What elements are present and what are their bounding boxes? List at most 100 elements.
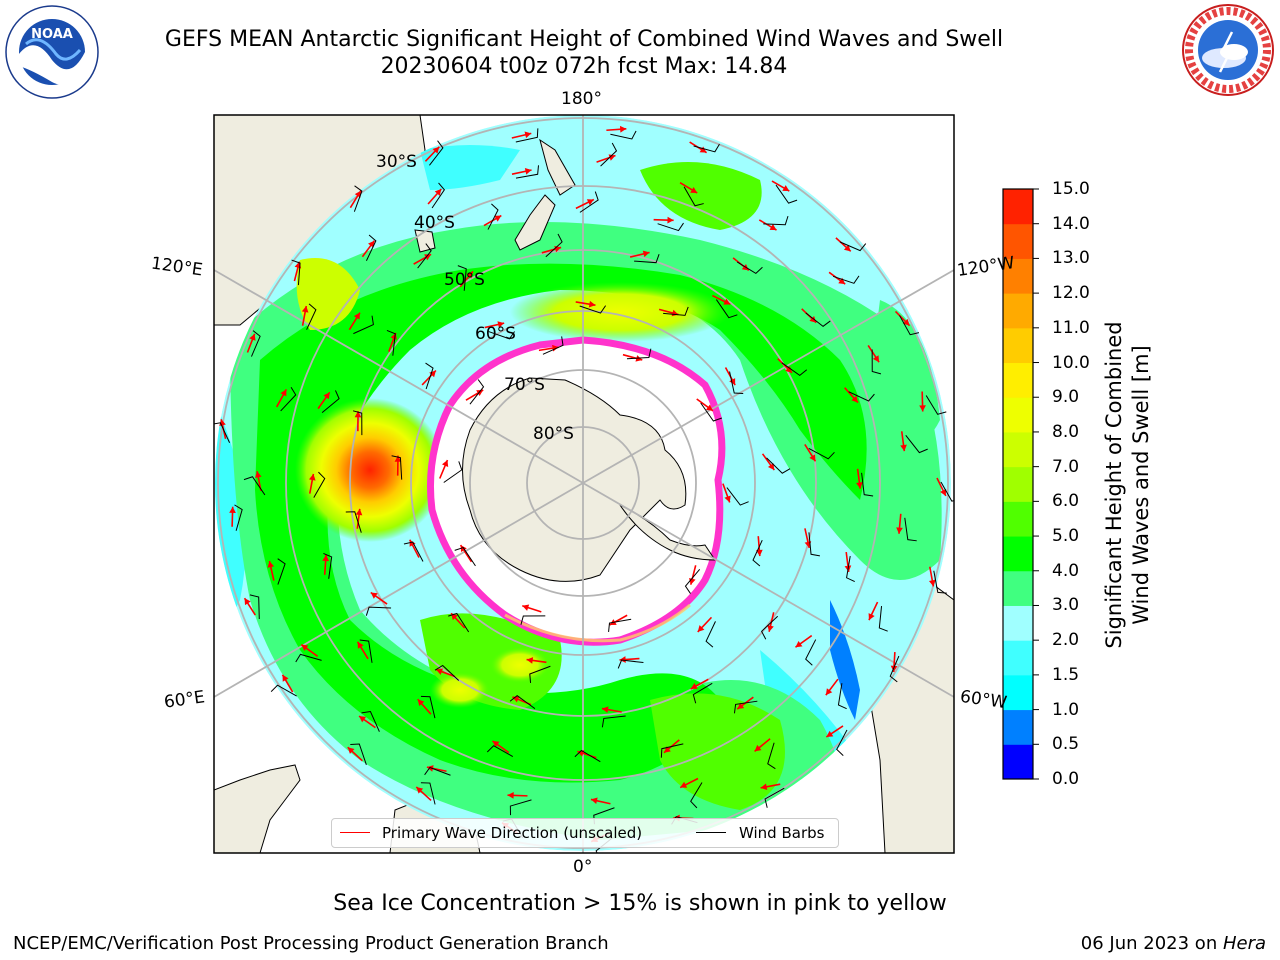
colorbar-segment [1003, 223, 1033, 259]
wind-barbs [214, 128, 954, 853]
sea-ice-note: Sea Ice Concentration > 15% is shown in … [333, 891, 947, 916]
wave-direction-arrowhead [642, 250, 650, 258]
wind-barb [663, 306, 689, 316]
wave-direction-arrowhead [394, 455, 402, 462]
wave-direction-arrowhead [249, 333, 256, 341]
colorbar-segment [1003, 327, 1033, 364]
wind-barb [617, 659, 644, 669]
wave-direction-arrowhead [280, 389, 287, 397]
wave-direction-arrowhead [667, 216, 674, 224]
wind-barb [764, 787, 785, 808]
map-border [213, 114, 955, 854]
wave-direction-arrowhead [301, 306, 309, 313]
wave-direction-arrowhead [825, 688, 833, 696]
wind-barb [350, 743, 367, 765]
wave-direction-arrowhead [417, 699, 425, 707]
colorbar-tick-label: 8.0 [1052, 421, 1080, 442]
wave-direction-arrowhead [322, 554, 330, 562]
nws-logo-icon [1182, 4, 1274, 96]
lon-label-0: 0° [573, 857, 593, 877]
wind-barb [295, 653, 322, 663]
wind-barb [509, 799, 532, 816]
wave-direction-arrowhead [663, 746, 671, 753]
colorbar-tick-label: 12.0 [1052, 283, 1090, 304]
wind-barb [690, 782, 703, 809]
colorbar-segment [1003, 605, 1033, 641]
wind-barb [425, 362, 434, 390]
wind-barb [839, 241, 867, 252]
wind-barb [321, 390, 340, 414]
wind-barb [359, 639, 373, 663]
wind-barb [270, 684, 297, 697]
lon-label-180: 180° [561, 89, 602, 109]
wave-direction-arrowhead [282, 674, 289, 682]
wind-barb [249, 594, 260, 620]
wind-barb [487, 203, 499, 230]
wave-direction-arrowhead [354, 190, 361, 198]
colorbar-tick-label: 5.0 [1052, 526, 1080, 547]
wind-barb [313, 471, 326, 498]
wind-barb [760, 615, 779, 640]
wind-barb [431, 182, 446, 209]
wave-direction-swatch-icon [340, 832, 370, 833]
wind-barb [634, 254, 660, 264]
wave-direction-arrowhead [754, 744, 762, 752]
wave-direction-arrowhead [919, 405, 926, 412]
wind-barb [429, 140, 444, 166]
wind-barb [684, 569, 701, 594]
wave-direction-arrowhead [795, 640, 803, 648]
new-zealand-landmass [514, 138, 576, 251]
wave-direction-arrows [219, 125, 947, 843]
colorbar-tick-label: 2.0 [1052, 630, 1080, 651]
wave-direction-arrowhead [890, 665, 898, 672]
colorbar-tick-label: 9.0 [1052, 387, 1080, 408]
colorbar-segment [1003, 466, 1033, 502]
antarctica-landmass [462, 377, 687, 582]
wave-direction-arrowhead [737, 702, 745, 710]
wave-direction-arrowhead [347, 747, 355, 754]
wave-direction-arrowhead [690, 186, 698, 193]
wave-direction-arrowhead [601, 706, 609, 713]
wind-barb [306, 303, 317, 330]
wave-direction-arrowhead [426, 765, 434, 772]
wind-barb [905, 434, 928, 454]
colorbar-segment [1003, 744, 1033, 780]
wind-barb [808, 532, 820, 557]
colorbar-tick-label: 15.0 [1052, 179, 1090, 199]
wind-barb [579, 305, 607, 314]
wave-direction-arrowhead [760, 783, 768, 791]
wave-direction-arrowhead [435, 668, 443, 675]
colorbar-segment [1003, 293, 1033, 329]
wave-direction-arrowhead [699, 146, 707, 153]
wind-barb [660, 743, 684, 758]
wave-direction-arrowhead [826, 730, 834, 738]
wind-barb [353, 315, 374, 335]
wind-barb [693, 143, 720, 153]
wind-barb [871, 349, 882, 375]
wave-direction-arrowhead [507, 792, 514, 799]
colorbar-label-line1: Significant Height of Combined [1102, 321, 1126, 649]
colorbar-segment [1003, 674, 1033, 711]
wave-direction-arrowhead [524, 131, 532, 139]
wind-barb [352, 410, 363, 436]
wave-direction-arrowhead [705, 404, 713, 411]
wind-barb [805, 312, 831, 327]
wave-direction-arrowhead [851, 395, 858, 403]
wave-direction-arrowhead [494, 215, 502, 222]
wind-barb [601, 715, 626, 728]
wave-direction-arrowhead [370, 592, 378, 599]
wave-direction-arrowhead [497, 321, 505, 328]
wave-direction-arrowhead [267, 561, 275, 568]
wave-direction-arrowhead [229, 506, 236, 513]
wind-barb [808, 447, 835, 460]
colorbar-segment [1003, 362, 1033, 398]
lat-label-70s: 70°S [504, 375, 545, 395]
colorbar-tick-label: 13.0 [1052, 248, 1090, 269]
wind-barb [529, 665, 551, 683]
wind-barb [457, 265, 467, 291]
wind-barb [600, 142, 618, 167]
wave-direction-arrowhead [441, 460, 449, 468]
africa-landmass [214, 764, 301, 853]
wind-barb [365, 234, 377, 261]
